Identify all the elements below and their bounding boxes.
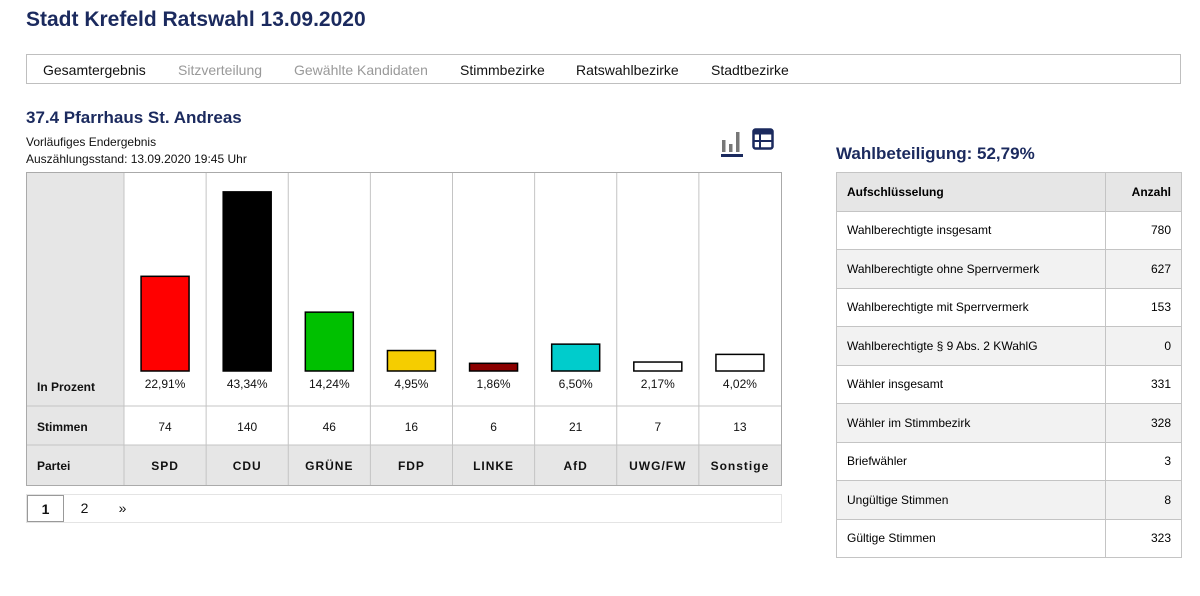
row-value: 627	[1105, 249, 1182, 289]
table-icon[interactable]	[752, 128, 774, 150]
party-label: Sonstige	[711, 459, 770, 473]
party-label: FDP	[398, 459, 425, 473]
bar-uwg/fw	[633, 361, 683, 372]
bar-afd	[550, 343, 601, 372]
nav-stadtbezirke[interactable]: Stadtbezirke	[711, 62, 789, 78]
row-value: 328	[1105, 403, 1182, 443]
page-2-button[interactable]: 2	[80, 500, 89, 516]
row-label-party: Partei	[37, 459, 70, 473]
row-label: Wahlberechtigte mit Sperrvermerk	[836, 287, 1106, 327]
bar-cdu	[222, 191, 272, 372]
label-cell-background	[27, 173, 124, 406]
table-row: Ungültige Stimmen 8	[836, 480, 1182, 520]
party-label: GRÜNE	[305, 458, 353, 473]
nav-gewaehlte-kandidaten: Gewählte Kandidaten	[294, 62, 428, 78]
page-1-button[interactable]: 1	[27, 495, 64, 522]
table-row: Gültige Stimmen 323	[836, 518, 1182, 558]
turnout-table: Aufschlüsselung Anzahl Wahlberechtigte i…	[836, 172, 1182, 558]
bar-grüne	[304, 311, 355, 372]
table-header-row: Aufschlüsselung Anzahl	[836, 172, 1182, 212]
bar-chart-icon[interactable]	[721, 128, 745, 158]
row-value: 780	[1105, 210, 1182, 250]
next-page-button[interactable]: »	[118, 500, 127, 516]
row-value: 3	[1105, 441, 1182, 481]
table-row: Briefwähler 3	[836, 441, 1182, 481]
row-label: Wahlberechtigte insgesamt	[836, 210, 1106, 250]
main-nav: Gesamtergebnis Sitzverteilung Gewählte K…	[26, 54, 1181, 84]
percent-label: 1,86%	[477, 377, 511, 391]
table-row: Wahlberechtigte ohne Sperrvermerk 627	[836, 249, 1182, 289]
percent-label: 4,02%	[723, 377, 757, 391]
count-status: Auszählungsstand: 13.09.2020 19:45 Uhr	[26, 152, 247, 166]
percent-label: 43,34%	[227, 377, 268, 391]
results-chart: In Prozent Stimmen Partei 22,91% 74 SPD 43,34%…	[26, 172, 782, 486]
row-label-votes: Stimmen	[37, 420, 88, 434]
votes-value: 7	[654, 420, 661, 434]
votes-value: 21	[569, 420, 583, 434]
label-cell-background	[27, 406, 124, 445]
table-row: Wahlberechtigte mit Sperrvermerk 153	[836, 287, 1182, 327]
column-header-count: Anzahl	[1105, 172, 1182, 212]
bar-fdp	[386, 349, 437, 372]
votes-value: 16	[405, 420, 419, 434]
row-label: Wahlberechtigte § 9 Abs. 2 KWahlG	[836, 326, 1106, 366]
party-label: UWG/FW	[629, 459, 686, 473]
percent-label: 22,91%	[145, 377, 186, 391]
row-value: 153	[1105, 287, 1182, 327]
votes-value: 13	[733, 420, 747, 434]
party-row-background	[27, 445, 781, 485]
table-row: Wahlberechtigte § 9 Abs. 2 KWahlG 0	[836, 326, 1182, 366]
votes-value: 6	[490, 420, 497, 434]
nav-stimmbezirke[interactable]: Stimmbezirke	[460, 62, 545, 78]
nav-ratswahlbezirke[interactable]: Ratswahlbezirke	[576, 62, 679, 78]
row-label: Wähler im Stimmbezirk	[836, 403, 1106, 443]
percent-label: 6,50%	[559, 377, 593, 391]
row-value: 0	[1105, 326, 1182, 366]
row-label-percent: In Prozent	[37, 380, 95, 394]
percent-label: 14,24%	[309, 377, 350, 391]
table-row: Wähler insgesamt 331	[836, 364, 1182, 404]
row-value: 323	[1105, 518, 1182, 558]
party-label: LINKE	[473, 459, 514, 473]
row-value: 8	[1105, 480, 1182, 520]
percent-label: 4,95%	[394, 377, 428, 391]
percent-label: 2,17%	[641, 377, 675, 391]
turnout-title: Wahlbeteiligung: 52,79%	[836, 144, 1035, 163]
nav-gesamtergebnis[interactable]: Gesamtergebnis	[43, 62, 146, 78]
row-label: Briefwähler	[836, 441, 1106, 481]
pagination: 1 2 »	[26, 494, 782, 523]
row-label: Wahlberechtigte ohne Sperrvermerk	[836, 249, 1106, 289]
table-row: Wahlberechtigte insgesamt 780	[836, 210, 1182, 250]
table-row: Wähler im Stimmbezirk 328	[836, 403, 1182, 443]
nav-sitzverteilung: Sitzverteilung	[178, 62, 263, 78]
district-title: 37.4 Pfarrhaus St. Andreas	[26, 108, 242, 127]
party-label: AfD	[564, 459, 588, 473]
result-status: Vorläufiges Endergebnis	[26, 135, 157, 149]
page-title: Stadt Krefeld Ratswahl 13.09.2020	[26, 8, 366, 31]
row-value: 331	[1105, 364, 1182, 404]
bar-sonstige	[715, 353, 765, 372]
party-label: SPD	[151, 459, 179, 473]
row-label: Gültige Stimmen	[836, 518, 1106, 558]
row-label: Ungültige Stimmen	[836, 480, 1106, 520]
row-label: Wähler insgesamt	[836, 364, 1106, 404]
votes-value: 140	[237, 420, 257, 434]
votes-value: 46	[323, 420, 337, 434]
votes-value: 74	[158, 420, 172, 434]
bar-spd	[140, 275, 190, 372]
results-chart-svg: In Prozent Stimmen Partei 22,91% 74 SPD 43,34%…	[27, 173, 781, 485]
column-header-breakdown: Aufschlüsselung	[836, 172, 1106, 212]
party-label: CDU	[233, 459, 262, 473]
bar-linke	[468, 362, 519, 372]
